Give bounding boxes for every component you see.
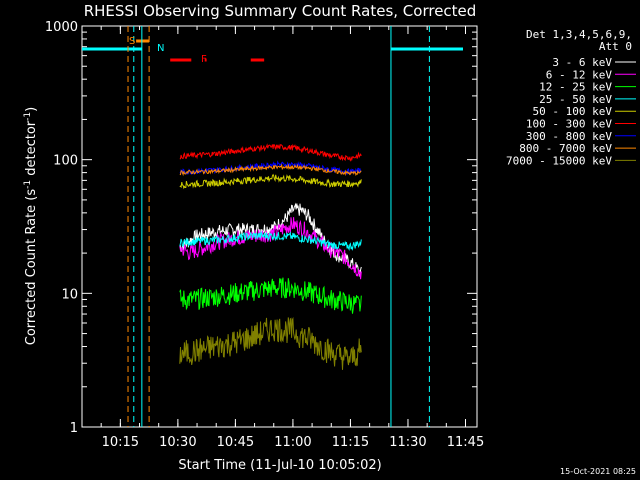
legend-entry-label: 7000 - 15000 keV [506,154,612,167]
y-label-sup2: -1 [23,112,33,121]
series-line [179,230,362,251]
series-line [179,173,362,190]
plot-frame [81,25,478,428]
y-tick-label: 100 [53,154,78,169]
legend-entry-label: 6 - 12 keV [546,68,613,81]
legend-entry-label: 3 - 6 keV [552,56,612,69]
x-tick-label: 11:15 [332,435,369,450]
series-line [179,143,362,162]
series-line [179,217,362,280]
legend-entry-label: 50 - 100 keV [533,105,613,118]
x-tick-label: 10:30 [159,435,196,450]
series-line [179,277,362,314]
x-tick-label: 11:00 [274,435,311,450]
y-axis: 1 10 100 1000 [45,20,477,436]
legend-header-1: Det 1,3,4,5,6,9, [526,28,632,41]
x-tick-label: 11:30 [389,435,426,450]
series-line [179,160,362,176]
attenuator-markers [82,26,463,427]
series-layer [179,143,362,370]
y-label-part1: Corrected Count Rate (s [24,189,39,346]
legend-entry-label: 12 - 25 keV [539,81,612,94]
series-line [179,163,362,177]
y-label-part3: ) [24,107,39,112]
y-tick-label: 1000 [45,20,78,35]
x-tick-label: 11:45 [447,435,484,450]
s-marker-label: S [129,36,135,47]
n-marker-label: N [157,43,164,54]
legend-entry-label: 300 - 800 keV [526,130,612,143]
chart-title: RHESSI Observing Summary Count Rates, Co… [84,2,477,20]
x-axis-label: Start Time (11-Jul-10 10:05:02) [178,458,381,473]
legend-entry-label: 25 - 50 keV [539,93,612,106]
y-label-sup1: -1 [23,180,33,189]
y-tick-label: 1 [70,421,78,436]
legend-header-2: Att 0 [599,40,632,53]
series-line [179,316,362,370]
legend-entry-label: 100 - 300 keV [526,118,612,131]
y-tick-label: 10 [61,287,78,302]
y-axis-label: Corrected Count Rate (s-1 detector-1) [23,107,39,345]
x-tick-label: 10:45 [217,435,254,450]
f-marker-label: F [201,54,207,65]
footer-timestamp: 15-Oct-2021 08:25 [560,467,636,476]
y-label-part2: detector [24,120,39,180]
legend-entry-label: 800 - 7000 keV [519,142,612,155]
x-axis: 10:15 10:30 10:45 11:00 11:15 11:30 11:45 [81,26,484,450]
x-tick-label: 10:15 [102,435,139,450]
